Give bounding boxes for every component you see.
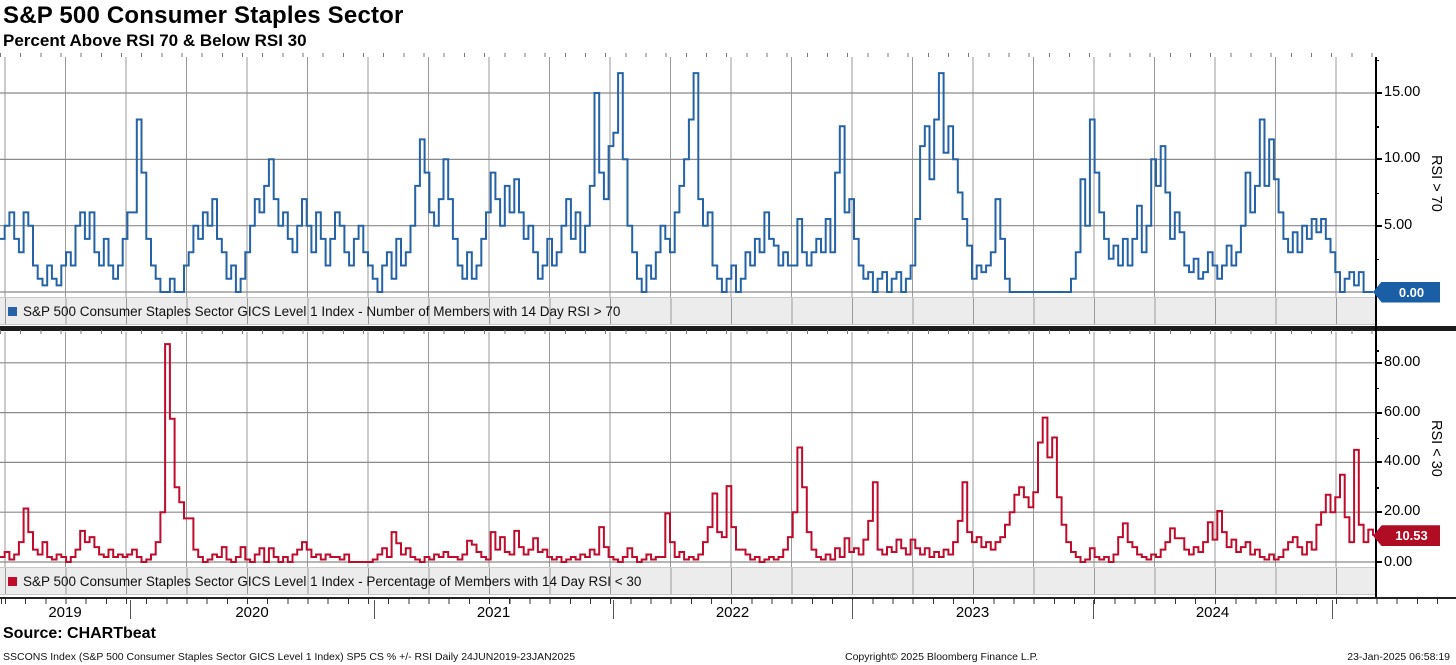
last-value-badge-rsi30: 10.53 [1373,525,1440,547]
year-label-2020: 2020 [235,604,269,621]
y-tick-label: 20.00 [1384,503,1421,520]
y-tick-mark [1375,437,1379,439]
x-axis-line [0,597,1456,599]
y-tick-mark [1375,224,1382,227]
blue-series-swatch-icon [8,306,17,316]
legend-strip-top: S&P 500 Consumer Staples Sector GICS Lev… [0,297,1375,325]
rsi-above-70-plot[interactable] [0,57,1375,297]
year-separator-tick [374,600,375,619]
year-label-2019: 2019 [48,604,82,621]
y-tick-mark [1375,387,1379,390]
y-tick-mark [1375,511,1382,514]
y-tick-label: 80.00 [1384,353,1421,370]
panel-divider [0,326,1456,331]
year-separator-tick [613,600,614,619]
year-label-2023: 2023 [955,604,990,621]
legend-row-rsi70[interactable]: S&P 500 Consumer Staples Sector GICS Lev… [0,304,620,319]
year-separator-tick [1332,600,1333,619]
year-label-2024: 2024 [1195,604,1230,621]
year-separator-tick [130,600,131,619]
page-subtitle: Percent Above RSI 70 & Below RSI 30 [3,31,307,50]
y-tick-label: 5.00 [1384,216,1413,233]
legend-gridlines [0,298,1375,324]
y-tick-label: 60.00 [1384,403,1421,420]
y-tick-mark [1375,350,1379,352]
footer-copyright: Copyright© 2025 Bloomberg Finance L.P. [845,651,1039,663]
x-axis-month-ticks [0,599,1456,604]
top-panel-minor-ticks [0,53,1375,57]
y-tick-mark [1375,158,1382,161]
legend-strip-bottom: S&P 500 Consumer Staples Sector GICS Lev… [0,567,1375,595]
y-tick-mark [1375,192,1379,194]
last-value-badge-rsi70: 0.00 [1373,281,1440,303]
page-title: S&P 500 Consumer Staples Sector [3,2,404,29]
y-tick-mark [1375,487,1379,489]
year-label-2021: 2021 [476,604,511,621]
red-series-swatch-icon [8,576,17,586]
year-separator-tick [1093,600,1094,619]
y-tick-mark [1375,561,1382,563]
year-label-2022: 2022 [715,604,750,621]
year-separator-tick [852,600,853,619]
y-tick-mark [1375,59,1379,62]
footer-timestamp: 23-Jan-2025 06:58:19 [1347,651,1450,663]
y-tick-label: 10.00 [1384,150,1421,167]
legend-label-rsi70: S&P 500 Consumer Staples Sector GICS Lev… [23,303,621,319]
bottom-zero-label: 0.00 [1384,554,1413,570]
legend-gridlines [0,568,1375,594]
top-axis-title: RSI > 70 [1428,155,1444,212]
right-axis-line [1375,57,1377,598]
y-tick-mark [1375,92,1382,94]
bottom-axis-title: RSI < 30 [1428,420,1444,477]
y-tick-mark [1375,461,1382,464]
legend-label-rsi30: S&P 500 Consumer Staples Sector GICS Lev… [23,573,642,589]
footer-note: SSCONS Index (S&P 500 Consumer Staples S… [3,651,576,663]
y-tick-mark [1375,361,1382,364]
rsi-below-30-plot[interactable] [0,332,1375,567]
y-tick-mark [1375,126,1379,128]
y-tick-mark [1375,411,1382,414]
source-line: Source: CHARTbeat [3,625,156,642]
y-tick-mark [1375,258,1379,261]
y-tick-label: 15.00 [1384,84,1421,100]
y-tick-label: 40.00 [1384,453,1421,470]
bottom-panel-minor-ticks [0,330,1375,334]
legend-row-rsi30[interactable]: S&P 500 Consumer Staples Sector GICS Lev… [0,574,641,589]
